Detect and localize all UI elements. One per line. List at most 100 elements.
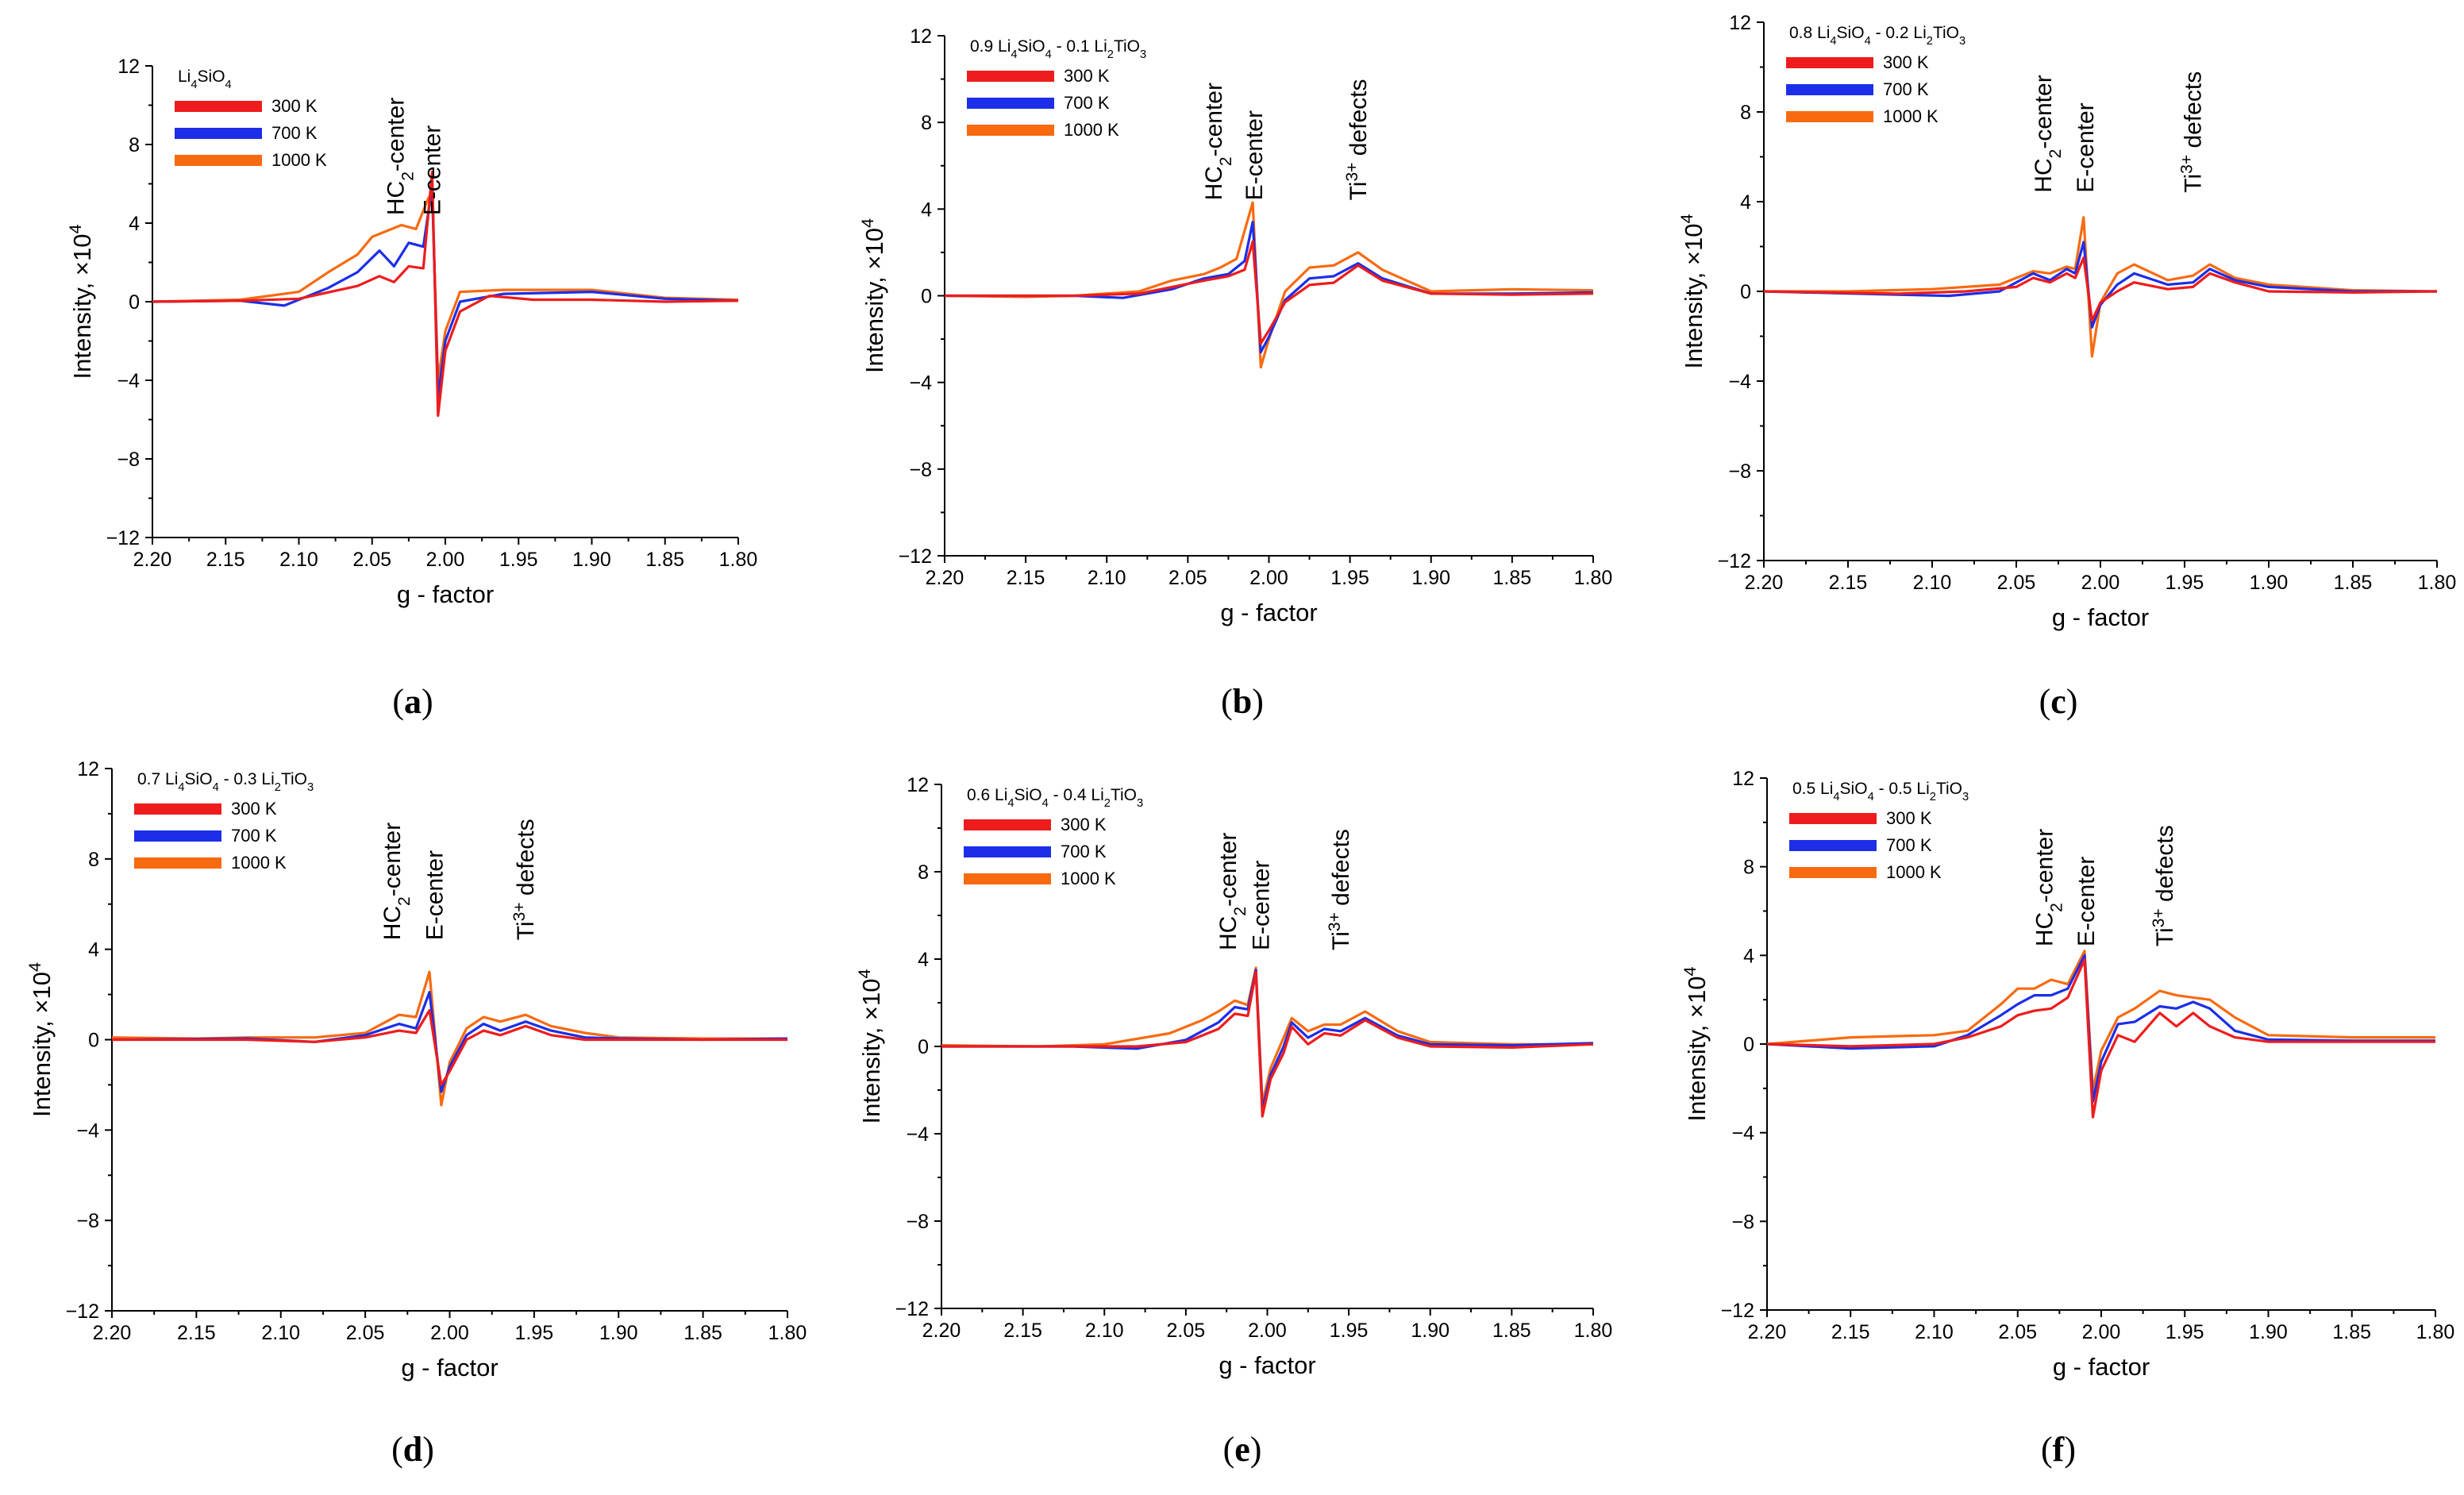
legend-swatch <box>175 155 262 166</box>
panel-caption: (c) <box>2039 682 2078 721</box>
x-tick-label: 2.00 <box>1249 567 1288 589</box>
y-tick-label: −12 <box>899 545 932 568</box>
y-axis-title: Intensity, ×104 <box>65 224 97 379</box>
peak-annotation: HC2-center <box>2031 75 2065 192</box>
series-line-700k <box>1766 954 2435 1104</box>
legend-label: 1000 K <box>231 853 287 873</box>
y-tick-label: 4 <box>88 939 99 961</box>
legend-label: 300 K <box>1064 66 1110 86</box>
sample-label: 0.8 Li4SiO4 - 0.2 Li2TiO3 <box>1789 24 1965 48</box>
x-axis-title: g - factor <box>1220 599 1317 626</box>
peak-annotation: E-center <box>2073 857 2100 946</box>
legend-swatch <box>967 71 1054 82</box>
legend-swatch <box>1789 813 1877 824</box>
legend-label: 300 K <box>1061 815 1107 834</box>
legend-swatch <box>964 873 1051 884</box>
x-tick-label: 2.05 <box>1997 572 2036 594</box>
x-axis-title: g - factor <box>2053 1353 2150 1381</box>
sample-label: 0.6 Li4SiO4 - 0.4 Li2TiO3 <box>967 786 1143 810</box>
x-tick-label: 2.20 <box>1748 1321 1787 1343</box>
y-tick-label: −12 <box>895 1298 929 1320</box>
x-tick-label: 2.20 <box>926 567 964 589</box>
y-tick-label: 8 <box>88 849 99 871</box>
y-tick-label: 12 <box>910 25 932 48</box>
y-tick-label: 8 <box>1740 102 1751 124</box>
legend-swatch <box>175 101 262 112</box>
y-tick-label: 4 <box>1740 191 1751 214</box>
legend-swatch <box>134 830 221 842</box>
x-tick-label: 1.80 <box>1574 1320 1613 1342</box>
legend-label: 700 K <box>231 826 277 846</box>
y-tick-label: −4 <box>909 372 932 395</box>
x-tick-label: 2.15 <box>206 549 245 571</box>
x-tick-label: 1.85 <box>2332 1321 2371 1343</box>
y-axis-title: Intensity, ×104 <box>25 962 56 1117</box>
y-tick-label: −12 <box>66 1300 99 1323</box>
x-tick-label: 1.95 <box>1330 1320 1369 1342</box>
peak-annotation: E-center <box>1248 861 1274 950</box>
x-axis-title: g - factor <box>401 1354 498 1381</box>
series-line-1000k <box>152 190 739 382</box>
legend-swatch <box>967 98 1054 109</box>
x-tick-label: 2.15 <box>1831 1321 1870 1343</box>
x-tick-label: 1.85 <box>1492 1320 1531 1342</box>
legend-label: 1000 K <box>1061 869 1116 888</box>
x-tick-label: 1.90 <box>2250 572 2289 594</box>
legend-swatch <box>964 846 1051 857</box>
x-tick-label: 2.15 <box>177 1322 216 1344</box>
legend-label: 1000 K <box>1064 120 1119 140</box>
x-tick-label: 1.90 <box>1411 1320 1450 1342</box>
x-tick-label: 2.05 <box>1998 1321 2037 1343</box>
x-tick-label: 1.85 <box>645 549 684 571</box>
x-tick-label: 2.05 <box>352 549 391 571</box>
panel-caption: (a) <box>392 682 433 721</box>
y-tick-label: 0 <box>88 1030 99 1052</box>
peak-annotation: Ti3+ defects <box>510 819 540 940</box>
sample-label: 0.7 Li4SiO4 - 0.3 Li2TiO3 <box>137 770 314 794</box>
y-axis-title: Intensity, ×104 <box>857 218 889 373</box>
series-line-1000k <box>1764 216 2438 358</box>
y-tick-label: 8 <box>918 861 929 884</box>
x-tick-label: 1.90 <box>599 1322 638 1344</box>
legend-label: 700 K <box>1064 93 1110 113</box>
x-tick-label: 2.10 <box>261 1322 300 1344</box>
peak-annotation: Ti3+ defects <box>2177 71 2207 193</box>
y-tick-label: 8 <box>129 134 140 156</box>
series-line-1000k <box>1766 950 2435 1092</box>
y-axis-title: Intensity, ×104 <box>1680 966 1711 1121</box>
chart-panel-a: 2.20 2.15 2.10 2.05 2.00 1.95 1.90 1.85 1.80 12 8 4… <box>65 56 758 721</box>
y-tick-label: 12 <box>117 56 140 78</box>
x-axis-title: g - factor <box>2052 603 2149 631</box>
peak-annotation: E-center <box>1242 110 1268 200</box>
chart-panel-d: 2.20 2.15 2.10 2.05 2.00 1.95 1.90 1.85 1.80 12 8 4… <box>25 758 807 1469</box>
peak-annotation: Ti3+ defects <box>2149 825 2178 946</box>
y-tick-label: 12 <box>907 774 929 796</box>
x-tick-label: 1.90 <box>572 549 611 571</box>
y-tick-label: −8 <box>909 459 932 481</box>
series-line-700k <box>111 991 788 1093</box>
x-tick-label: 1.80 <box>1574 567 1613 589</box>
legend-swatch <box>134 857 221 869</box>
legend-swatch <box>1786 57 1873 68</box>
series-line-300k <box>152 171 739 418</box>
y-tick-label: 0 <box>918 1036 929 1058</box>
chart-panel-f: 2.20 2.15 2.10 2.05 2.00 1.95 1.90 1.85 1.80 12 8 4… <box>1680 768 2455 1469</box>
series-line-300k <box>941 970 1594 1118</box>
peak-annotation: E-center <box>422 850 448 940</box>
legend-label: 1000 K <box>1886 862 1942 882</box>
y-tick-label: 8 <box>921 112 932 134</box>
series-line-300k <box>112 1008 787 1086</box>
legend-label: 300 K <box>1883 52 1929 72</box>
sample-label: 0.5 Li4SiO4 - 0.5 Li2TiO3 <box>1792 780 1969 803</box>
series-line-300k <box>945 240 1594 345</box>
x-axis-title: g - factor <box>397 580 494 608</box>
x-tick-label: 1.90 <box>2249 1321 2288 1343</box>
chart-panel-b: 2.20 2.15 2.10 2.05 2.00 1.95 1.90 1.85 1.80 12 8 4… <box>857 25 1613 721</box>
x-tick-label: 2.00 <box>1248 1320 1287 1342</box>
series-line-700k <box>1763 241 2437 329</box>
legend-label: 300 K <box>271 96 318 116</box>
x-tick-label: 2.20 <box>922 1320 961 1342</box>
x-tick-label: 1.85 <box>2334 572 2373 594</box>
y-tick-label: −8 <box>76 1210 99 1232</box>
x-tick-label: 1.95 <box>2166 1321 2204 1343</box>
